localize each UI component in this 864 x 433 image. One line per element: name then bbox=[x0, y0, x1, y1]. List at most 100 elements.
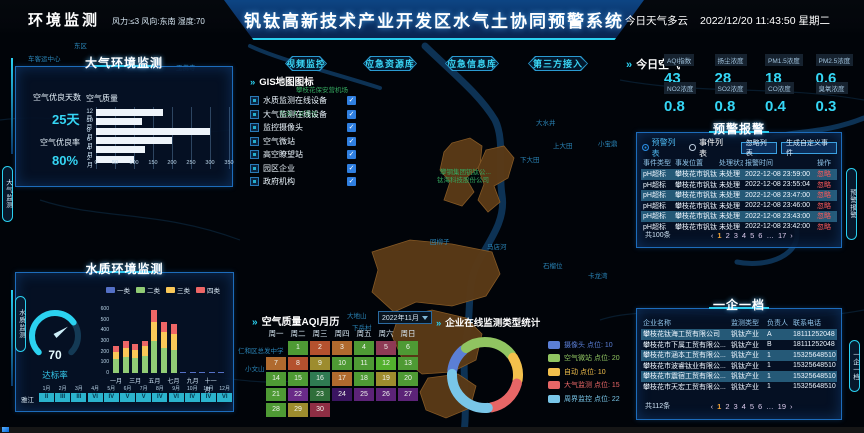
calendar-day[interactable]: 19 bbox=[376, 372, 396, 386]
ignore-action[interactable]: 忽略 bbox=[817, 192, 831, 200]
gis-layer-item[interactable]: 大气监测在线设备 ✓ bbox=[250, 108, 356, 122]
page-prev[interactable]: ‹ bbox=[710, 230, 714, 240]
alarm-table: 事件类型事发位置处理状态报警时间操作pH超标攀枝花市钒钛产...未处理2022-… bbox=[641, 157, 837, 232]
calendar-day[interactable]: 30 bbox=[310, 403, 330, 417]
side-tab-大气监测[interactable]: 大气监测 bbox=[2, 166, 13, 222]
layer-checkbox[interactable]: ✓ bbox=[347, 123, 356, 133]
page-prev[interactable]: ‹ bbox=[710, 401, 714, 411]
bar-segment bbox=[132, 349, 139, 359]
side-tab-预警报警[interactable]: 预警报警 bbox=[846, 168, 857, 240]
calendar-day[interactable]: 1 bbox=[288, 341, 308, 355]
ignore-action[interactable]: 忽略 bbox=[817, 202, 831, 210]
calendar-day[interactable]: 22 bbox=[288, 387, 308, 401]
toolbar-button[interactable]: 应急信息库 bbox=[445, 56, 499, 71]
calendar-day[interactable]: 27 bbox=[398, 387, 418, 401]
calendar-day[interactable]: 26 bbox=[376, 387, 396, 401]
calendar-day[interactable]: 3 bbox=[332, 341, 352, 355]
air-metric: 臭氧浓度 0.3 bbox=[815, 81, 864, 114]
gauge-label: 达标率 bbox=[42, 370, 68, 380]
calendar-day[interactable]: 7 bbox=[266, 356, 286, 370]
calendar-day[interactable]: 16 bbox=[310, 372, 330, 386]
gis-layer-item[interactable]: 政府机构 ✓ bbox=[250, 175, 356, 189]
month-select-dropdown[interactable]: 2022年11月 bbox=[378, 311, 432, 324]
calendar-day[interactable]: 18 bbox=[354, 372, 374, 386]
side-tab-一企一档[interactable]: 一企一档 bbox=[849, 340, 860, 392]
bar-row: 10月 bbox=[86, 118, 229, 131]
air-metric: CO浓度 0.4 bbox=[765, 81, 814, 114]
gis-layer-item[interactable]: 水质监测在线设备 ✓ bbox=[250, 94, 356, 108]
gis-layer-item[interactable]: 空气微站 ✓ bbox=[250, 135, 356, 149]
alarm-button-生成自定义事件[interactable]: 生成自定义事件 bbox=[781, 140, 837, 157]
page-number[interactable]: 3 bbox=[733, 401, 738, 411]
calendar-day[interactable]: 28 bbox=[266, 403, 286, 417]
calendar-day[interactable]: 2 bbox=[310, 341, 330, 355]
toolbar-button[interactable]: 第三方接入 bbox=[528, 56, 588, 71]
page-number[interactable]: 19 bbox=[777, 401, 787, 411]
calendar-day[interactable]: 25 bbox=[354, 387, 374, 401]
calendar-day[interactable]: 14 bbox=[266, 372, 286, 386]
page-next[interactable]: › bbox=[790, 401, 793, 411]
calendar-day[interactable]: 20 bbox=[398, 372, 418, 386]
page-number[interactable]: 6 bbox=[758, 401, 763, 411]
layer-checkbox[interactable]: ✓ bbox=[347, 177, 356, 187]
calendar-day[interactable]: 6 bbox=[398, 341, 418, 355]
page-next[interactable]: › bbox=[790, 230, 793, 240]
gis-layer-item[interactable]: 监控摄像头 ✓ bbox=[250, 121, 356, 135]
calendar-day[interactable]: 10 bbox=[332, 356, 352, 370]
calendar-day[interactable]: 29 bbox=[288, 403, 308, 417]
app-title[interactable]: 环境监测 bbox=[28, 12, 101, 29]
ignore-action[interactable]: 忽略 bbox=[817, 213, 831, 221]
radio-预警列表[interactable]: 预警列表 bbox=[642, 137, 681, 159]
calendar-day[interactable]: 11 bbox=[354, 356, 374, 370]
side-tab-水质监测[interactable]: 水质监测 bbox=[15, 296, 26, 352]
ignore-action[interactable]: 忽略 bbox=[817, 171, 831, 179]
calendar-day[interactable]: 24 bbox=[332, 387, 352, 401]
calendar-day[interactable]: 12 bbox=[376, 356, 396, 370]
calendar-day[interactable]: 8 bbox=[288, 356, 308, 370]
table-cell: 攀枝花市波睿钛业有限公... bbox=[643, 362, 726, 370]
page-number[interactable]: 5 bbox=[750, 230, 755, 240]
page-number[interactable]: 1 bbox=[717, 401, 722, 411]
gis-layer-item[interactable]: 园区企业 ✓ bbox=[250, 162, 356, 176]
today-air-grid: AQI指数 43 扬尘浓度 28 PM1.5浓度 18 PM2.5浓度 0.6 NO2浓度 0.8… bbox=[664, 53, 864, 114]
toolbar-button[interactable]: 应急资源库 bbox=[363, 56, 417, 71]
map-place-label: 回柳子 bbox=[430, 239, 450, 246]
page-number[interactable]: 4 bbox=[741, 401, 746, 411]
calendar-day[interactable]: 9 bbox=[310, 356, 330, 370]
ignore-action[interactable]: 忽略 bbox=[817, 181, 831, 189]
page-number[interactable]: 2 bbox=[725, 230, 730, 240]
layer-checkbox[interactable]: ✓ bbox=[347, 96, 356, 106]
page-number[interactable]: 17 bbox=[777, 230, 787, 240]
ignore-action[interactable]: 忽略 bbox=[817, 223, 831, 231]
x-tick-label: 100 bbox=[129, 160, 139, 166]
table-cell: 钒钛产业 bbox=[731, 352, 759, 360]
alarm-button-忽略列表[interactable]: 忽略列表 bbox=[740, 140, 778, 157]
page-number[interactable]: … bbox=[766, 230, 774, 240]
page-number[interactable]: 3 bbox=[733, 230, 738, 240]
legend-item: 三类 bbox=[166, 285, 190, 295]
layer-checkbox[interactable]: ✓ bbox=[347, 163, 356, 173]
page-number[interactable]: 4 bbox=[741, 230, 747, 240]
gis-layer-item[interactable]: 高空瞭望站 ✓ bbox=[250, 148, 356, 162]
layer-checkbox[interactable]: ✓ bbox=[347, 136, 356, 146]
page-number[interactable]: 6 bbox=[758, 230, 763, 240]
table-cell: 未处理 bbox=[719, 202, 740, 210]
calendar-day[interactable]: 17 bbox=[332, 372, 352, 386]
calendar-day[interactable]: 21 bbox=[266, 387, 286, 401]
calendar-day[interactable]: 15 bbox=[288, 372, 308, 386]
layer-checkbox[interactable]: ✓ bbox=[347, 150, 356, 160]
calendar-day[interactable]: 5 bbox=[376, 341, 396, 355]
page-number[interactable]: 2 bbox=[725, 401, 730, 411]
layer-checkbox[interactable]: ✓ bbox=[347, 109, 356, 119]
radio-事件列表[interactable]: 事件列表 bbox=[689, 137, 728, 159]
toolbar-button[interactable]: 视频监控 bbox=[285, 56, 327, 71]
page-number[interactable]: 1 bbox=[717, 230, 722, 240]
taskbar-app-icon[interactable] bbox=[2, 427, 9, 432]
calendar-day[interactable]: 4 bbox=[354, 341, 374, 355]
calendar-day[interactable]: 23 bbox=[310, 387, 330, 401]
page-number[interactable]: 5 bbox=[749, 401, 754, 411]
stacked-bar bbox=[151, 310, 158, 373]
page-number[interactable]: … bbox=[766, 401, 774, 411]
calendar-day[interactable]: 13 bbox=[398, 356, 418, 370]
